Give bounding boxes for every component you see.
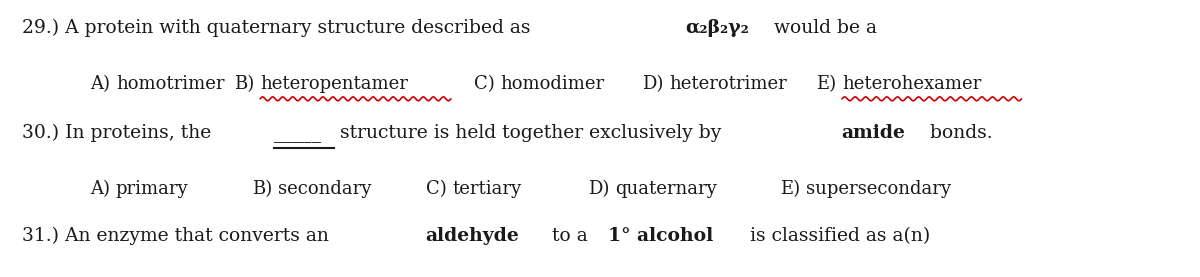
Text: homotrimer: homotrimer	[116, 75, 224, 93]
Text: C): C)	[474, 75, 494, 93]
Text: heteropentamer: heteropentamer	[260, 75, 408, 93]
Text: D): D)	[642, 75, 664, 93]
Text: α₂β₂γ₂: α₂β₂γ₂	[685, 19, 749, 37]
Text: 31.) An enzyme that converts an: 31.) An enzyme that converts an	[22, 227, 335, 245]
Text: 30.) In proteins, the: 30.) In proteins, the	[22, 124, 217, 142]
Text: A): A)	[90, 180, 110, 198]
Text: structure is held together exclusively by: structure is held together exclusively b…	[334, 124, 727, 142]
Text: 29.) A protein with quaternary structure described as: 29.) A protein with quaternary structure…	[22, 19, 536, 37]
Text: _____: _____	[274, 125, 320, 143]
Text: primary: primary	[116, 180, 188, 198]
Text: E): E)	[816, 75, 836, 93]
Text: would be a: would be a	[768, 19, 877, 37]
Text: 1° alcohol: 1° alcohol	[608, 227, 713, 245]
Text: amide: amide	[841, 124, 906, 142]
Text: heterotrimer: heterotrimer	[670, 75, 787, 93]
Text: E): E)	[780, 180, 800, 198]
Text: A): A)	[90, 75, 110, 93]
Text: quaternary: quaternary	[616, 180, 718, 198]
Text: to a: to a	[546, 227, 594, 245]
Text: C): C)	[426, 180, 446, 198]
Text: bonds.: bonds.	[924, 124, 992, 142]
Text: B): B)	[234, 75, 254, 93]
Text: supersecondary: supersecondary	[806, 180, 950, 198]
Text: B): B)	[252, 180, 272, 198]
Text: aldehyde: aldehyde	[425, 227, 520, 245]
Text: homodimer: homodimer	[500, 75, 605, 93]
Text: secondary: secondary	[278, 180, 372, 198]
Text: heterohexamer: heterohexamer	[842, 75, 982, 93]
Text: D): D)	[588, 180, 610, 198]
Text: tertiary: tertiary	[452, 180, 522, 198]
Text: is classified as a(n): is classified as a(n)	[744, 227, 930, 245]
